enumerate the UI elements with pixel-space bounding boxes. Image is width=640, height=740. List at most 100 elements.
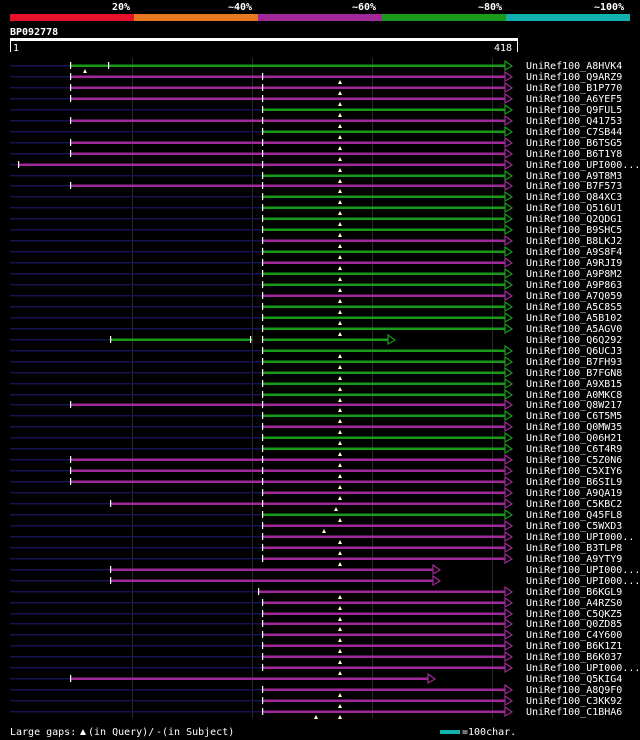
hit-bar[interactable] [70, 75, 506, 79]
hit-label[interactable]: UniRef100_Q9ARZ9 [526, 72, 622, 83]
hit-label[interactable]: UniRef100_C4Y600 [526, 630, 622, 641]
hit-bar[interactable] [262, 546, 506, 550]
hit-label[interactable]: UniRef100_A0MKC8 [526, 390, 622, 401]
hit-bar[interactable] [262, 644, 506, 648]
hit-bar[interactable] [70, 64, 506, 68]
hit-row[interactable]: UniRef100_Q9FUL5 [10, 103, 622, 117]
hit-label[interactable]: UniRef100_C5Z0N6 [526, 455, 622, 466]
hit-row[interactable]: UniRef100_C5Z0N6 [10, 453, 622, 467]
hit-row[interactable]: UniRef100_Q6UCJ3 [10, 344, 622, 358]
hit-bar[interactable] [262, 622, 506, 626]
hit-row[interactable]: UniRef100_Q9ARZ9 [10, 70, 622, 84]
hit-row[interactable]: UniRef100_Q6Q292 [10, 333, 622, 346]
hit-bar[interactable] [262, 414, 506, 418]
hit-row[interactable]: UniRef100_A9S8F4 [10, 245, 622, 259]
hit-row[interactable]: UniRef100_UPI000... [10, 158, 640, 172]
hit-label[interactable]: UniRef100_A9QA19 [526, 488, 622, 499]
hit-row[interactable]: UniRef100_B3TLP8 [10, 541, 622, 555]
hit-label[interactable]: UniRef100_Q8W217 [526, 400, 622, 411]
hit-bar[interactable] [262, 305, 506, 309]
hit-bar[interactable] [262, 217, 506, 221]
hit-row[interactable]: UniRef100_UPI000... [10, 661, 640, 675]
hit-bar[interactable] [262, 338, 389, 342]
hit-row[interactable]: UniRef100_A8Q9F0 [10, 683, 622, 697]
hit-row[interactable]: UniRef100_C1BHA6 [10, 705, 622, 719]
hit-label[interactable]: UniRef100_Q9FUL5 [526, 105, 622, 116]
hit-row[interactable]: UniRef100_A9XB15 [10, 377, 622, 391]
hit-bar[interactable] [262, 239, 506, 243]
hit-bar[interactable] [262, 272, 506, 276]
hit-row[interactable]: UniRef100_A5AGV0 [10, 322, 622, 336]
hit-label[interactable]: UniRef100_B8LKJ2 [526, 236, 622, 247]
hit-bar[interactable] [262, 633, 506, 637]
hit-label[interactable]: UniRef100_C5XIY6 [526, 466, 622, 477]
hit-row[interactable]: UniRef100_Q516U1 [10, 201, 622, 215]
hit-bar[interactable] [262, 283, 506, 287]
hit-bar[interactable] [262, 382, 506, 386]
hit-row[interactable]: UniRef100_Q06H21 [10, 431, 622, 445]
hit-label[interactable]: UniRef100_Q41753 [526, 116, 622, 127]
hit-bar[interactable] [262, 108, 506, 112]
hit-row[interactable]: UniRef100_B6K037 [10, 650, 622, 664]
hit-label[interactable]: UniRef100_B6KGL9 [526, 587, 622, 598]
hit-row[interactable]: UniRef100_Q8W217 [10, 398, 622, 412]
hit-row[interactable]: UniRef100_A5C8S5 [10, 300, 622, 314]
hit-row[interactable]: UniRef100_C5WXD3 [10, 519, 622, 533]
hit-label[interactable]: UniRef100_A8Q9F0 [526, 685, 622, 696]
hit-label[interactable]: UniRef100_B6K1Z1 [526, 641, 622, 652]
hit-label[interactable]: UniRef100_Q06H21 [526, 433, 622, 444]
hit-row[interactable]: UniRef100_C5KBC2 [10, 497, 622, 511]
hit-bar[interactable] [262, 710, 506, 714]
hit-row[interactable]: UniRef100_Q84XC3 [10, 190, 622, 204]
hit-label[interactable]: UniRef100_UPI000... [526, 663, 640, 674]
hit-bar[interactable] [262, 393, 506, 397]
hit-row[interactable]: UniRef100_Q45FL8 [10, 508, 622, 522]
hit-bar[interactable] [110, 502, 506, 506]
hit-bar[interactable] [262, 195, 506, 199]
hit-row[interactable]: UniRef100_Q0ZD85 [10, 617, 622, 631]
hit-bar[interactable] [262, 524, 506, 528]
hit-label[interactable]: UniRef100_A7Q059 [526, 291, 622, 302]
hit-bar[interactable] [262, 655, 506, 659]
hit-bar[interactable] [262, 228, 506, 232]
hit-label[interactable]: UniRef100_Q0MW35 [526, 422, 622, 433]
hit-bar[interactable] [262, 371, 506, 375]
hit-bar[interactable] [70, 152, 506, 156]
hit-label[interactable]: UniRef100_C5QKZ5 [526, 609, 622, 620]
hit-label[interactable]: UniRef100_B6T1Y8 [526, 149, 622, 160]
hit-label[interactable]: UniRef100_C7SB44 [526, 127, 622, 138]
hit-bar[interactable] [262, 174, 506, 178]
hit-label[interactable]: UniRef100_Q6Q292 [526, 335, 622, 346]
hit-label[interactable]: UniRef100_B9SHC5 [526, 225, 622, 236]
hit-label[interactable]: UniRef100_Q516U1 [526, 203, 622, 214]
hit-label[interactable]: UniRef100_B6SIL9 [526, 477, 622, 488]
hit-bar[interactable] [262, 294, 506, 298]
hit-bar[interactable] [70, 403, 506, 407]
hit-label[interactable]: UniRef100_A5AGV0 [526, 324, 622, 335]
hit-row[interactable]: UniRef100_B6KGL9 [10, 585, 622, 599]
hit-row[interactable]: UniRef100_UPI000.. [10, 530, 634, 544]
hit-bar[interactable] [262, 513, 506, 517]
hit-bar[interactable] [262, 699, 506, 703]
hit-row[interactable]: UniRef100_UPI000... [10, 574, 640, 587]
hit-bar[interactable] [262, 535, 506, 539]
hit-label[interactable]: UniRef100_Q0ZD85 [526, 619, 622, 630]
hit-row[interactable]: UniRef100_UPI000... [10, 563, 640, 576]
hit-row[interactable]: UniRef100_A7Q059 [10, 289, 622, 303]
hit-bar[interactable] [70, 480, 506, 484]
hit-bar[interactable] [262, 491, 506, 495]
hit-bar[interactable] [262, 261, 506, 265]
hit-bar[interactable] [262, 316, 506, 320]
hit-row[interactable]: UniRef100_A9P8M2 [10, 267, 622, 281]
hit-label[interactable]: UniRef100_Q5KIG4 [526, 674, 622, 685]
hit-label[interactable]: UniRef100_UPI000... [526, 565, 640, 576]
hit-bar[interactable] [262, 447, 506, 451]
hit-label[interactable]: UniRef100_A4RZS0 [526, 598, 622, 609]
hit-bar[interactable] [262, 436, 506, 440]
hit-label[interactable]: UniRef100_C1BHA6 [526, 707, 622, 718]
hit-label[interactable]: UniRef100_A8HVK4 [526, 61, 622, 72]
hit-bar[interactable] [70, 86, 506, 90]
hit-row[interactable]: UniRef100_C4Y600 [10, 628, 622, 642]
hit-label[interactable]: UniRef100_Q6UCJ3 [526, 346, 622, 357]
hit-label[interactable]: UniRef100_C5WXD3 [526, 521, 622, 532]
